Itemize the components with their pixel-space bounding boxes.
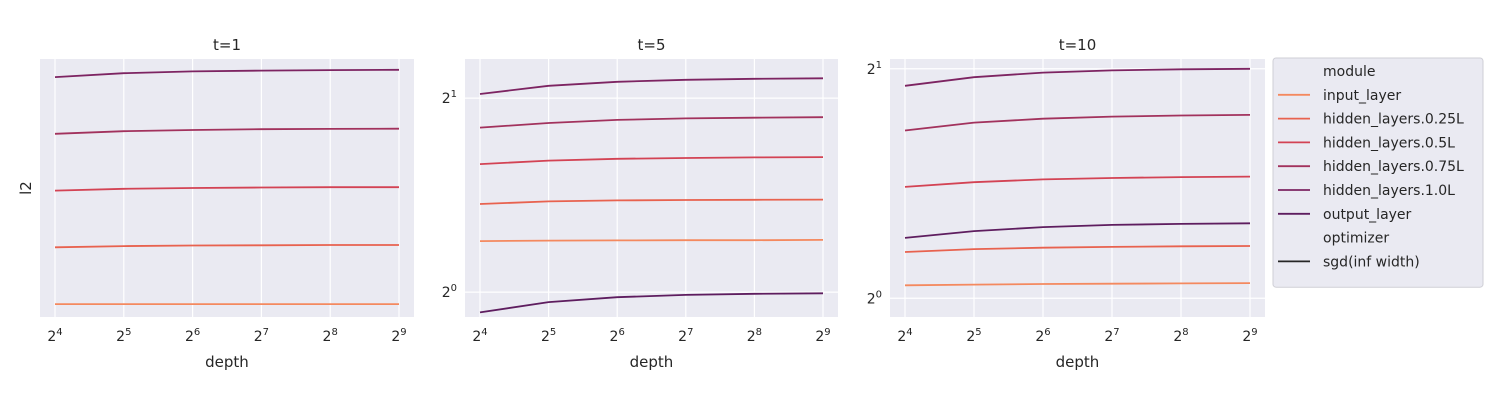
series-line-output_layer [479, 292, 824, 314]
panel-title: t=5 [638, 36, 666, 54]
legend: module input_layer hidden_layers.0.25Lhidd… [1272, 57, 1484, 288]
panel-1: 24 25 26 27 28 29 t=1 depth l2 [17, 36, 414, 371]
x-tick-label: 28 [747, 327, 762, 345]
panel-3: 24 25 26 27 28 29 20 21 t=10 depth [867, 36, 1265, 371]
panel-title: t=1 [213, 36, 241, 54]
legend-label: input_layer [1323, 88, 1401, 104]
legend-label: output_layer [1323, 207, 1412, 223]
x-tick-label: 26 [185, 327, 200, 345]
x-tick-label: 24 [47, 327, 62, 345]
y-axis-label: l2 [17, 181, 35, 195]
y-tick-label: 21 [867, 60, 882, 78]
legend-header: optimizer [1323, 231, 1389, 247]
series-line-hidden_layers-0-75L [479, 116, 824, 129]
legend-label: sgd(inf width) [1323, 254, 1420, 270]
series-line-hidden_layers-0-5L [904, 175, 1251, 188]
series-line-hidden_layers-1-0L [479, 77, 824, 95]
panel-title: t=10 [1059, 36, 1097, 54]
x-tick-label: 29 [1242, 327, 1257, 345]
legend-label: hidden_layers.0.5L [1323, 135, 1455, 151]
legend-header: module [1323, 64, 1375, 80]
x-tick-label: 25 [541, 327, 556, 345]
legend-label: hidden_layers.0.75L [1323, 159, 1464, 175]
series-line-input_layer [479, 239, 824, 242]
x-tick-label: 26 [610, 327, 625, 345]
x-tick-label: 27 [678, 327, 693, 345]
x-axis-label: depth [205, 353, 249, 371]
x-axis-label: depth [630, 353, 674, 371]
series-line-input_layer [904, 282, 1251, 287]
x-tick-label: 28 [323, 327, 338, 345]
y-tick-label: 20 [442, 283, 457, 301]
x-tick-label: 25 [966, 327, 981, 345]
x-tick-label: 28 [1173, 327, 1188, 345]
series-line-hidden_layers-1-0L [54, 68, 400, 78]
series-line-hidden_layers-0-75L [54, 127, 400, 135]
x-tick-label: 29 [391, 327, 406, 345]
legend-box [1272, 57, 1484, 288]
series-line-hidden_layers-0-5L [54, 186, 399, 192]
x-tick-label: 27 [254, 327, 269, 345]
legend-label: hidden_layers.0.25L [1323, 112, 1464, 128]
panels: 24 25 26 27 28 29 t=1 depth l2 24 25 26 27 28 29 20 21 t=… [17, 36, 1265, 371]
plot-area [890, 59, 1265, 317]
x-tick-label: 29 [815, 327, 830, 345]
series-line-hidden_layers-0-25L [54, 244, 399, 249]
series-line-hidden_layers-1-0L [904, 67, 1251, 87]
plot-area [465, 59, 838, 317]
x-tick-label: 27 [1104, 327, 1119, 345]
x-tick-label: 26 [1035, 327, 1050, 345]
series-line-hidden_layers-0-25L [904, 245, 1251, 253]
x-tick-label: 24 [472, 327, 487, 345]
series-line-hidden_layers-0-25L [479, 198, 824, 205]
legend-label: hidden_layers.1.0L [1323, 183, 1455, 199]
y-tick-label: 21 [442, 89, 457, 107]
x-tick-label: 24 [897, 327, 912, 345]
series-line-hidden_layers-0-5L [479, 156, 824, 165]
y-tick-label: 20 [867, 289, 882, 307]
x-tick-label: 25 [116, 327, 131, 345]
panel-2: 24 25 26 27 28 29 20 21 t=5 depth [442, 36, 838, 371]
x-axis-label: depth [1056, 353, 1100, 371]
series-line-hidden_layers-0-75L [904, 114, 1251, 132]
series-line-output_layer [904, 222, 1251, 239]
